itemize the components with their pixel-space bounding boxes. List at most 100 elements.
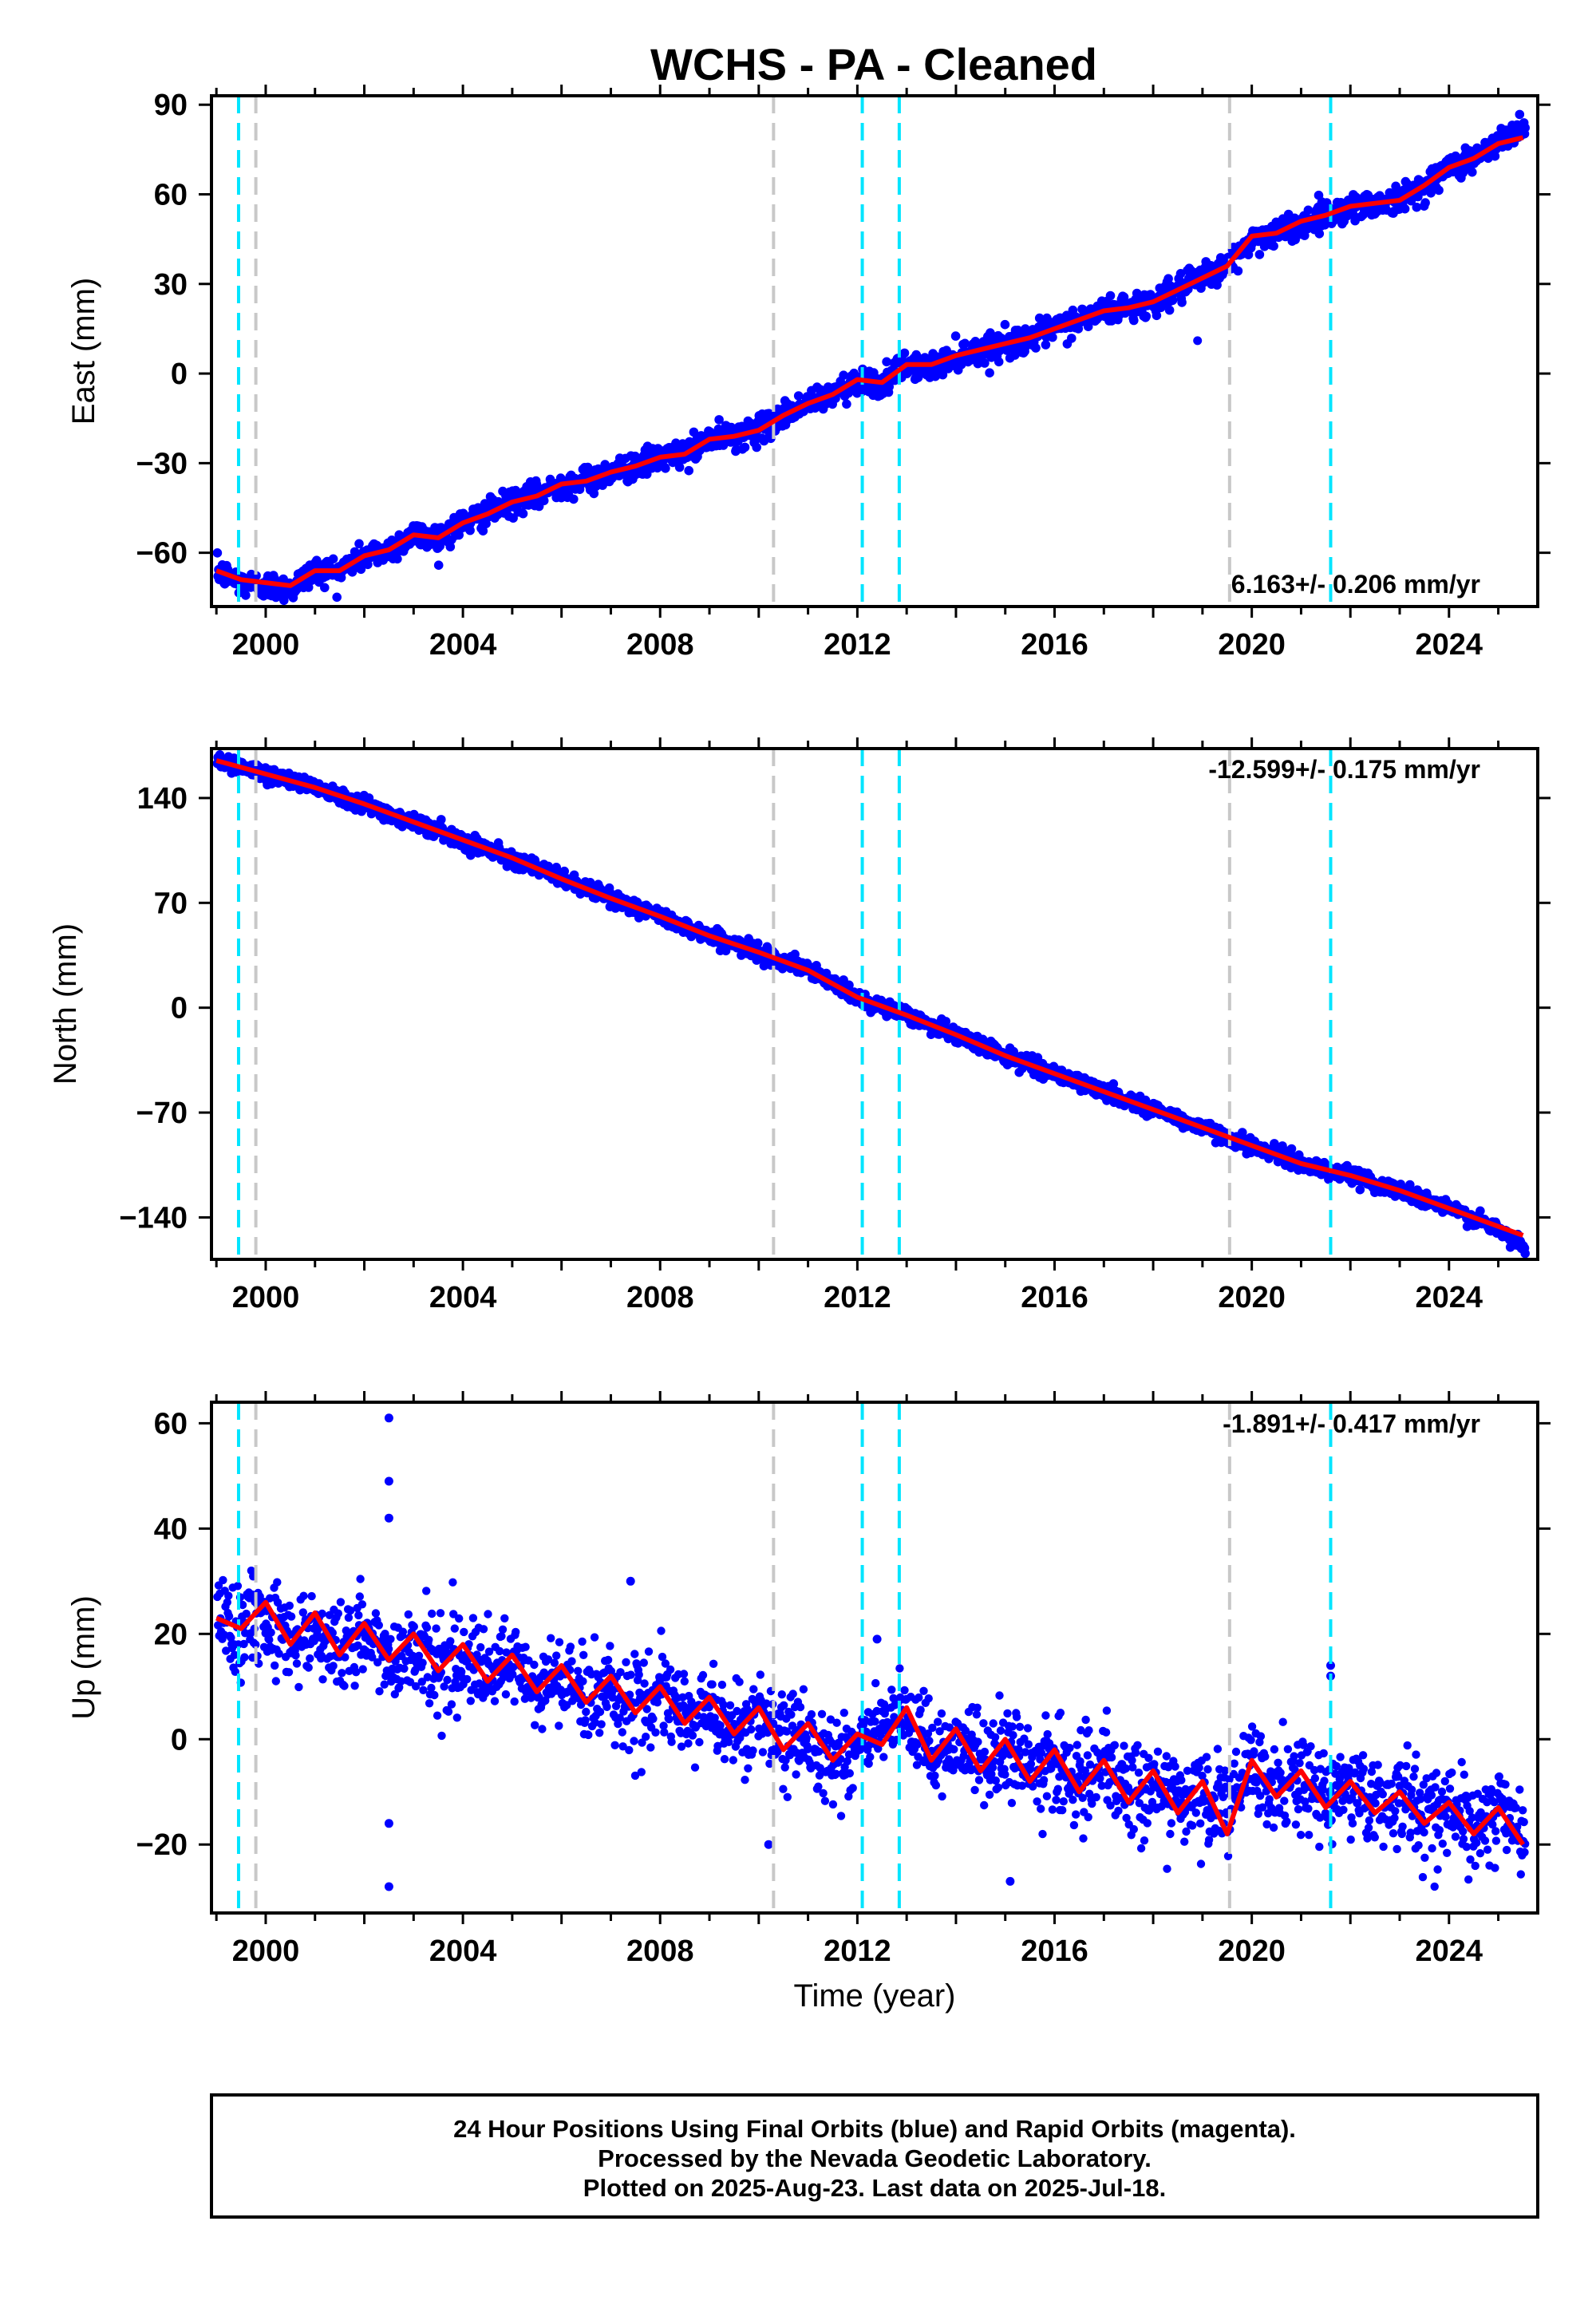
east-event-lines [236, 96, 1333, 607]
east-frame [210, 94, 1539, 608]
up-data-point [368, 1653, 377, 1662]
east-x-tick-label: 2024 [1416, 628, 1483, 662]
up-data-point [432, 1624, 440, 1633]
east-data-point [985, 368, 994, 378]
up-data-point [428, 1609, 437, 1618]
north-data-point [559, 866, 569, 876]
up-data-point [304, 1663, 313, 1672]
up-data-point [452, 1713, 461, 1722]
up-data-point [375, 1687, 384, 1696]
east-data-point [899, 348, 910, 358]
east-x-ticks [215, 85, 1500, 618]
up-data-point [265, 1635, 274, 1644]
up-data-point [512, 1627, 520, 1637]
east-data-point [1119, 292, 1129, 302]
up-data-point [437, 1731, 446, 1741]
up-data-point [444, 1707, 453, 1716]
east-data-point [661, 464, 670, 473]
up-data-point [427, 1683, 436, 1693]
north-data-point [1108, 1079, 1119, 1089]
north-y-tick-label: −140 [119, 1201, 188, 1235]
up-data-point [440, 1682, 448, 1691]
up-data-point [466, 1697, 475, 1705]
up-data-point [224, 1591, 233, 1600]
up-data-point [338, 1669, 346, 1678]
north-y-tick-label: 140 [137, 782, 188, 816]
up-data-point [398, 1627, 408, 1636]
up-data-point [455, 1614, 464, 1623]
east-data-point [1141, 311, 1152, 322]
east-data-point [714, 415, 724, 425]
up-data-point [501, 1690, 511, 1699]
up-data-point [239, 1639, 248, 1649]
up-data-point [449, 1610, 458, 1618]
east-data-point [1167, 295, 1178, 306]
east-x-tick-label: 2020 [1218, 628, 1286, 662]
north-data-point [1355, 1184, 1365, 1195]
north-data-point [844, 980, 854, 990]
north-data-point [753, 938, 763, 948]
east-data-point [433, 560, 444, 570]
east-data-point [994, 357, 1004, 367]
east-data-point [354, 539, 364, 549]
up-data-point [294, 1682, 303, 1692]
up-data-point [443, 1675, 452, 1685]
up-data-point [285, 1601, 294, 1611]
up-data-point [284, 1668, 294, 1677]
up-data-point [400, 1664, 409, 1673]
north-x-tick-label: 2008 [626, 1281, 694, 1314]
east-data-point [363, 559, 373, 570]
east-data-point [393, 554, 402, 564]
east-y-tick-label: 60 [154, 179, 188, 212]
up-data-point [430, 1690, 439, 1700]
up-data-point [484, 1610, 492, 1618]
north-data-point [941, 1017, 951, 1026]
up-data-point [520, 1694, 529, 1703]
east-data-point [569, 494, 579, 504]
east-data-point [1303, 205, 1314, 215]
up-data-point [271, 1677, 280, 1686]
up-data-point [273, 1578, 282, 1587]
east-data-point [973, 358, 983, 369]
north-event-lines [236, 749, 1333, 1259]
up-data-point [508, 1662, 518, 1672]
up-data-point [298, 1608, 307, 1617]
east-data-point [1000, 319, 1010, 330]
north-y-tick-label: −70 [136, 1097, 188, 1130]
north-plot-area [212, 749, 1530, 1259]
north-x-tick-label: 2020 [1218, 1281, 1286, 1314]
north-frame [210, 747, 1539, 1261]
east-data-point [1520, 123, 1530, 132]
up-data-point [344, 1613, 354, 1622]
up-data-point [340, 1682, 349, 1690]
up-data-point [450, 1624, 459, 1633]
up-data-point [336, 1598, 346, 1607]
up-data-point [346, 1606, 355, 1615]
up-data-point [334, 1609, 342, 1618]
up-data-point [318, 1675, 327, 1684]
east-data-point [1468, 167, 1477, 177]
up-data-point [355, 1592, 364, 1601]
up-data-point [479, 1625, 488, 1634]
up-data-point [329, 1662, 338, 1670]
east-data-point [303, 583, 314, 592]
north-data-point [437, 815, 446, 824]
up-data-point [354, 1641, 362, 1650]
up-data-point [433, 1711, 442, 1720]
up-data-point [242, 1609, 251, 1618]
east-data-point [1254, 250, 1265, 259]
north-data-point [1520, 1248, 1530, 1259]
north-x-ticks [215, 737, 1500, 1271]
east-y-tick-label: −30 [136, 447, 188, 480]
up-data-point [230, 1650, 239, 1659]
up-data-point [530, 1660, 539, 1670]
north-x-tick-label: 2000 [232, 1281, 300, 1314]
north-panel: 2000 2004 2008 2012 2016 2020 2024−140−7007014… [48, 737, 1551, 1314]
east-y-axis-label: East (mm) [66, 278, 101, 425]
up-data-point [286, 1612, 296, 1621]
east-data-point [1490, 151, 1500, 161]
up-data-point [508, 1670, 517, 1679]
up-data-point [521, 1642, 530, 1651]
up-data-point [538, 1725, 547, 1733]
up-plot-area [213, 1402, 1530, 1913]
